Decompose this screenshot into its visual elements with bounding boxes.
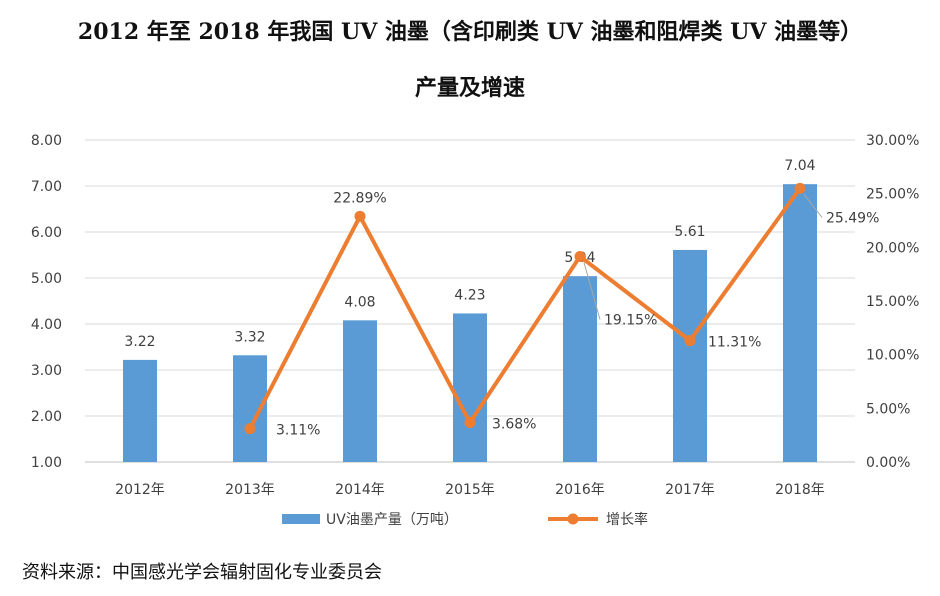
left-axis-tick-label: 6.00 (31, 225, 62, 241)
x-axis-tick-label: 2013年 (225, 482, 275, 498)
bar (453, 313, 487, 462)
growth-rate-point (794, 182, 806, 194)
legend-bar-label: UV油墨产量（万吨） (326, 512, 458, 528)
line-data-label: 22.89% (333, 190, 386, 206)
growth-rate-point (244, 423, 256, 435)
left-axis-tick-label: 3.00 (31, 363, 62, 379)
source-note: 资料来源：中国感光学会辐射固化专业委员会 (22, 562, 382, 583)
left-axis-tick-label: 1.00 (31, 455, 62, 471)
legend-bar-swatch (282, 514, 320, 524)
left-axis-tick-label: 2.00 (31, 409, 62, 425)
left-axis-tick-label: 8.00 (31, 133, 62, 149)
right-axis-tick-label: 15.00% (866, 294, 919, 310)
growth-rate-point (574, 250, 586, 262)
x-axis-tick-label: 2017年 (665, 482, 715, 498)
line-data-label: 3.68% (492, 417, 536, 433)
x-axis-tick-label: 2015年 (445, 482, 495, 498)
legend-line-label: 增长率 (606, 511, 648, 528)
bar-data-label: 3.22 (124, 334, 155, 350)
line-data-label: 25.49% (826, 210, 879, 226)
left-axis-tick-label: 7.00 (31, 179, 62, 195)
x-axis-tick-label: 2012年 (115, 482, 165, 498)
growth-rate-line (248, 187, 802, 430)
left-axis-tick-label: 4.00 (31, 317, 62, 333)
bar-data-label: 7.04 (784, 158, 815, 174)
bar (563, 276, 597, 462)
growth-rate-point (684, 335, 696, 347)
left-axis-tick-label: 5.00 (31, 271, 62, 287)
bar-data-label: 4.23 (454, 287, 485, 303)
right-axis-tick-label: 25.00% (866, 187, 919, 203)
right-axis-tick-label: 30.00% (866, 133, 919, 149)
growth-rate-point (354, 210, 366, 222)
bar-data-label: 4.08 (344, 294, 375, 310)
bar-data-label: 5.61 (674, 224, 705, 240)
bar (123, 359, 157, 462)
label-leader-line (803, 194, 823, 218)
bar-data-label: 3.32 (234, 329, 265, 345)
line-data-label: 11.31% (708, 335, 761, 351)
legend-line-marker (567, 513, 579, 525)
line-data-label: 19.15% (604, 312, 657, 328)
right-axis-tick-label: 0.00% (866, 455, 910, 471)
x-axis-tick-label: 2014年 (335, 482, 385, 498)
right-axis-tick-label: 5.00% (866, 401, 910, 417)
x-axis-tick-label: 2018年 (775, 482, 825, 498)
bar (343, 320, 377, 462)
chart-title-line1: 2012 年至 2018 年我国 UV 油墨（含印刷类 UV 油墨和阻焊类 UV… (77, 19, 863, 45)
line-data-label: 3.11% (276, 423, 320, 439)
chart-title-line2: 产量及增速 (414, 75, 525, 101)
bar (673, 249, 707, 462)
right-axis-tick-label: 10.00% (866, 348, 919, 364)
label-leader-line (583, 262, 601, 320)
x-axis-tick-label: 2016年 (555, 482, 605, 498)
bar (783, 184, 817, 462)
right-axis-tick-label: 20.00% (866, 240, 919, 256)
growth-rate-point (464, 417, 476, 429)
